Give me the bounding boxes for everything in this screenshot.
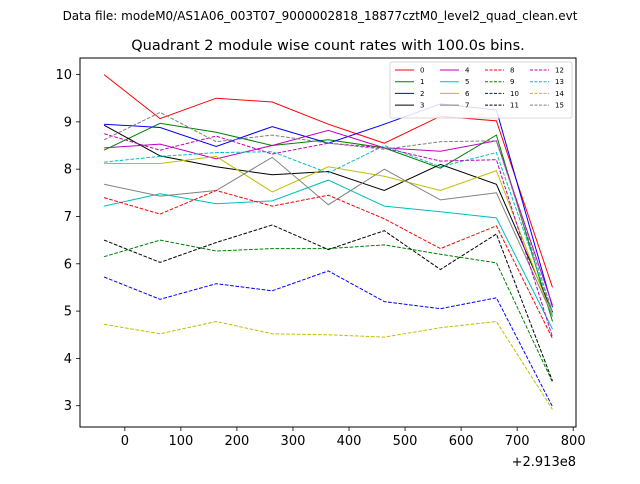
series-line-15 bbox=[103, 111, 553, 313]
x-axis-offset-label: +2.913e8 bbox=[512, 455, 576, 470]
series-line-14 bbox=[104, 320, 553, 410]
series-line-7 bbox=[103, 156, 553, 317]
legend-label-5: 5 bbox=[465, 78, 469, 86]
legend-box bbox=[389, 61, 573, 119]
x-tick-label: 300 bbox=[281, 434, 306, 449]
legend-label-6: 6 bbox=[465, 90, 470, 98]
series-layer bbox=[103, 74, 553, 410]
legend-label-4: 4 bbox=[465, 67, 470, 75]
legend-label-2: 2 bbox=[420, 90, 424, 98]
y-tick-label: 7 bbox=[64, 210, 72, 225]
legend-label-13: 13 bbox=[555, 78, 564, 86]
y-tick-label: 10 bbox=[55, 68, 72, 83]
y-axis: 3 4 5 6 7 8 9 10 bbox=[55, 68, 80, 414]
legend-label-8: 8 bbox=[510, 67, 514, 75]
x-tick-label: 800 bbox=[561, 434, 586, 449]
series-line-6 bbox=[104, 155, 553, 317]
series-line-11 bbox=[103, 224, 553, 382]
y-tick-label: 6 bbox=[64, 257, 72, 272]
series-line-13 bbox=[104, 144, 553, 314]
chart-title: Quadrant 2 module wise count rates with … bbox=[131, 38, 525, 54]
x-tick-label: 400 bbox=[337, 434, 362, 449]
legend-label-12: 12 bbox=[555, 67, 564, 75]
legend-label-15: 15 bbox=[555, 102, 564, 110]
series-line-8 bbox=[103, 189, 553, 339]
series-line-0 bbox=[103, 74, 553, 288]
x-tick-label: 0 bbox=[121, 434, 129, 449]
series-line-1 bbox=[103, 122, 553, 322]
legend-label-14: 14 bbox=[555, 90, 564, 98]
legend-label-1: 1 bbox=[420, 78, 424, 86]
y-tick-label: 5 bbox=[64, 305, 72, 320]
legend-label-11: 11 bbox=[510, 102, 519, 110]
series-line-4 bbox=[104, 129, 553, 306]
x-tick-label: 100 bbox=[168, 434, 193, 449]
x-tick-label: 500 bbox=[393, 434, 418, 449]
series-line-10 bbox=[103, 270, 553, 407]
y-tick-label: 8 bbox=[64, 163, 72, 178]
series-line-9 bbox=[103, 239, 553, 383]
legend-label-0: 0 bbox=[420, 67, 424, 75]
series-line-12 bbox=[103, 133, 553, 338]
y-tick-label: 4 bbox=[64, 352, 72, 367]
legend-label-10: 10 bbox=[510, 90, 519, 98]
x-tick-label: 700 bbox=[505, 434, 530, 449]
x-tick-label: 600 bbox=[449, 434, 474, 449]
figure-suptitle: Data file: modeM0/AS1A06_003T07_90000028… bbox=[63, 9, 578, 23]
y-tick-label: 3 bbox=[64, 399, 72, 414]
legend-label-9: 9 bbox=[510, 78, 514, 86]
legend-label-7: 7 bbox=[465, 102, 469, 110]
x-tick-label: 200 bbox=[225, 434, 250, 449]
legend-label-3: 3 bbox=[420, 102, 424, 110]
y-tick-label: 9 bbox=[64, 115, 72, 130]
series-line-5 bbox=[103, 179, 553, 330]
plot-frame bbox=[79, 57, 577, 428]
x-axis: 0 100 200 300 400 500 600 700 800 bbox=[121, 427, 586, 449]
